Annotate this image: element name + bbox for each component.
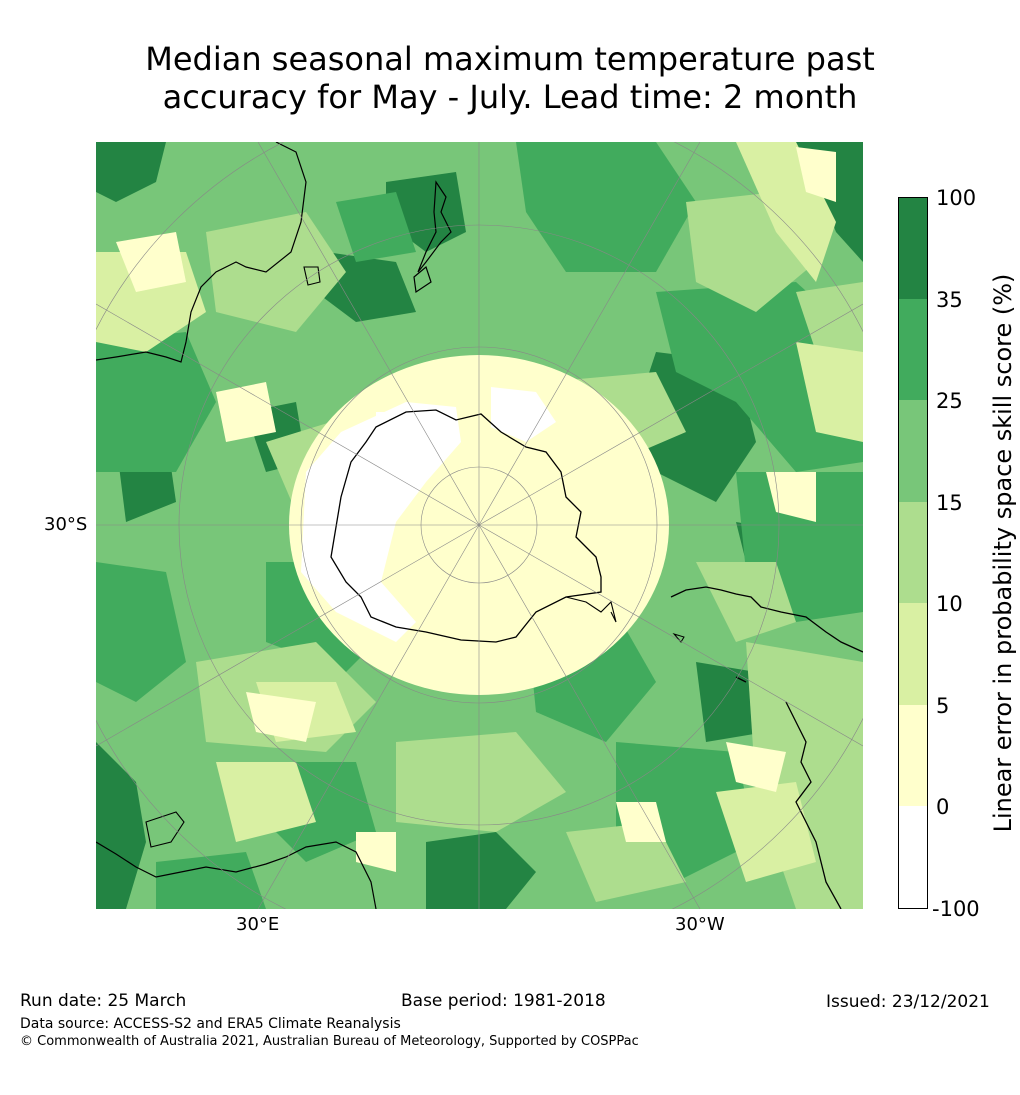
africa-coastline [96, 841, 377, 909]
colorbar-label: Linear error in probability space skill … [989, 273, 1017, 833]
colorbar-tick-25: 25 [936, 389, 963, 413]
colorbar-tick-0: 0 [936, 795, 950, 819]
antarctic-peninsula [565, 596, 617, 623]
run-date: Run date: 25 March [20, 991, 187, 1011]
title-line-2: accuracy for May - July. Lead time: 2 mo… [162, 78, 858, 116]
issued-date: Issued: 23/12/2021 [826, 992, 990, 1012]
colorbar-band-15-25 [898, 400, 928, 502]
colorbar-tick-5: 5 [936, 694, 950, 718]
colorbar [898, 197, 928, 909]
copyright-notice: © Commonwealth of Australia 2021, Austra… [20, 1034, 639, 1049]
data-source: Data source: ACCESS-S2 and ERA5 Climate … [20, 1016, 401, 1032]
australia-coastline [96, 142, 307, 363]
colorbar-tick-neg100: -100 [932, 897, 980, 921]
colorbar-band-0-5 [898, 705, 928, 806]
longitude-graticule [96, 142, 863, 909]
title-line-1: Median seasonal maximum temperature past [145, 40, 875, 78]
lat-label-30s: 30°S [44, 514, 88, 535]
colorbar-tick-35: 35 [936, 288, 963, 312]
antarctica-coastline [330, 409, 602, 643]
new-zealand-coastline [413, 180, 452, 294]
falkland-islands [672, 633, 685, 643]
tasmania-coastline [303, 266, 321, 286]
colorbar-band-5-10 [898, 603, 928, 705]
colorbar-tick-15: 15 [936, 491, 963, 515]
colorbar-band-25-35 [898, 299, 928, 400]
lon-label-30e: 30°E [236, 914, 280, 935]
colorbar-band-10-15 [898, 502, 928, 603]
colorbar-band-35-100 [898, 197, 928, 299]
colorbar-tick-10: 10 [936, 592, 963, 616]
colorbar-frame [898, 197, 928, 909]
base-period: Base period: 1981-2018 [401, 991, 606, 1011]
skill-score-map [96, 142, 863, 909]
colorbar-tick-100: 100 [936, 186, 977, 210]
map-title: Median seasonal maximum temperature past… [0, 40, 1020, 116]
colorbar-band-neg100-0 [898, 806, 928, 909]
lon-label-30w: 30°W [675, 914, 725, 935]
negative-skill-regions [301, 387, 556, 642]
south-america-coastline [670, 586, 863, 909]
